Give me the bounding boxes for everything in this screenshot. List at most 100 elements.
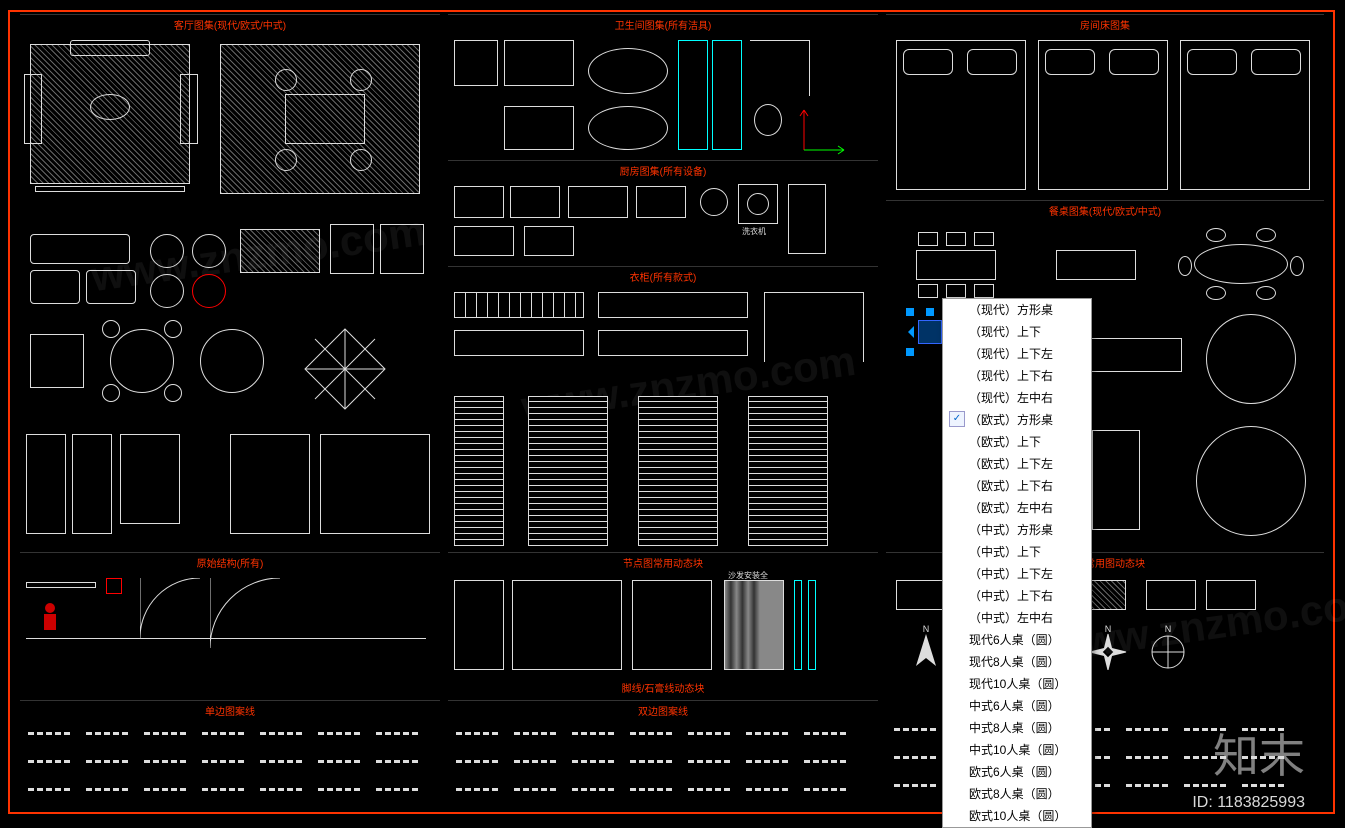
sideboard[interactable]	[240, 229, 320, 273]
sink-double[interactable]	[568, 186, 628, 218]
dining-chair[interactable]	[275, 69, 297, 91]
staircase-wide[interactable]	[528, 396, 608, 546]
gym-bike[interactable]	[26, 434, 66, 534]
hatch-line-sample[interactable]	[1242, 728, 1286, 731]
door-arc-2[interactable]	[210, 578, 280, 653]
side-cabinet[interactable]	[230, 434, 310, 534]
hatch-line-sample[interactable]	[260, 732, 304, 735]
chair[interactable]	[164, 320, 182, 338]
hatch-line-sample[interactable]	[688, 760, 732, 763]
dining-rect-6[interactable]	[896, 230, 1016, 300]
hatch-line-sample[interactable]	[1126, 728, 1170, 731]
hatch-line-sample[interactable]	[1184, 756, 1228, 759]
context-menu-item[interactable]: 欧式8人桌（圆）	[943, 783, 1091, 805]
context-menu-item[interactable]: （欧式）左中右	[943, 497, 1091, 519]
dining-round-10[interactable]	[1196, 426, 1306, 536]
hatch-line-sample[interactable]	[894, 784, 938, 787]
hatch-line-sample[interactable]	[746, 760, 790, 763]
bath-ucs-icon[interactable]	[798, 100, 854, 156]
context-menu[interactable]: （现代）方形桌（现代）上下（现代）上下左（现代）上下右（现代）左中右（欧式）方形…	[942, 298, 1092, 828]
hatch-line-sample[interactable]	[514, 788, 558, 791]
hatch-line-sample[interactable]	[746, 788, 790, 791]
armchair[interactable]	[86, 270, 136, 304]
toilet[interactable]	[754, 104, 782, 136]
hatch-line-sample[interactable]	[572, 732, 616, 735]
context-menu-item[interactable]: 欧式10人桌（圆）	[943, 805, 1091, 827]
lounge-chair-highlight[interactable]	[192, 274, 226, 308]
hatch-line-sample[interactable]	[456, 732, 500, 735]
person-icon[interactable]	[40, 602, 60, 632]
patio-umbrella[interactable]	[300, 324, 390, 414]
vanity-single[interactable]	[454, 40, 498, 86]
context-menu-item[interactable]: 中式8人桌（圆）	[943, 717, 1091, 739]
microwave[interactable]	[454, 226, 514, 256]
hatch-line-sample[interactable]	[894, 756, 938, 759]
hatch-line-sample[interactable]	[630, 788, 674, 791]
sofa-top[interactable]	[70, 40, 150, 56]
staircase[interactable]	[454, 396, 504, 546]
bed-king-2[interactable]	[1038, 40, 1168, 190]
corner-shower[interactable]	[750, 40, 810, 96]
hatch-line-sample[interactable]	[202, 788, 246, 791]
lounge-chair[interactable]	[150, 234, 184, 268]
sofa-3seat[interactable]	[30, 234, 130, 264]
context-menu-item[interactable]: 现代8人桌（圆）	[943, 651, 1091, 673]
wardrobe-elev[interactable]	[454, 292, 584, 318]
hatch-line-sample[interactable]	[260, 788, 304, 791]
context-menu-item[interactable]: （现代）上下右	[943, 365, 1091, 387]
hatch-line-sample[interactable]	[86, 788, 130, 791]
shower-glass[interactable]	[678, 40, 708, 150]
compass-icon[interactable]: N	[906, 622, 946, 670]
hatch-line-sample[interactable]	[86, 760, 130, 763]
staircase-wide[interactable]	[748, 396, 828, 546]
hatch-line-sample[interactable]	[572, 788, 616, 791]
hatch-line-sample[interactable]	[1242, 784, 1286, 787]
hatch-line-sample[interactable]	[318, 760, 362, 763]
hatch-line-sample[interactable]	[1126, 784, 1170, 787]
coffee-table-ellipse[interactable]	[90, 94, 130, 120]
staircase-wide[interactable]	[638, 396, 718, 546]
hatch-line-sample[interactable]	[1126, 756, 1170, 759]
round-sink[interactable]	[700, 188, 728, 216]
hatch-line-sample[interactable]	[202, 732, 246, 735]
section-detail[interactable]	[454, 580, 504, 670]
compass-icon[interactable]: N	[1146, 622, 1190, 670]
hatch-line-sample[interactable]	[804, 760, 848, 763]
dining-chair[interactable]	[350, 149, 372, 171]
chair[interactable]	[164, 384, 182, 402]
context-menu-item[interactable]: （现代）上下	[943, 321, 1091, 343]
context-menu-item[interactable]: （中式）上下	[943, 541, 1091, 563]
baseline[interactable]	[26, 638, 426, 639]
vanity[interactable]	[504, 106, 574, 150]
dining-table-rect[interactable]	[285, 94, 365, 144]
hatch-line-sample[interactable]	[260, 760, 304, 763]
wall-sample[interactable]	[26, 582, 96, 588]
hatch-line-sample[interactable]	[376, 732, 420, 735]
armchair-classic[interactable]	[330, 224, 374, 274]
hatch-line-sample[interactable]	[688, 732, 732, 735]
treadmill[interactable]	[72, 434, 112, 534]
hatch-line-sample[interactable]	[894, 728, 938, 731]
hatch-line-sample[interactable]	[514, 732, 558, 735]
bed-king[interactable]	[896, 40, 1026, 190]
hatch-line-sample[interactable]	[456, 760, 500, 763]
context-menu-item[interactable]: 中式6人桌（圆）	[943, 695, 1091, 717]
hatch-line-sample[interactable]	[572, 760, 616, 763]
column[interactable]	[106, 578, 122, 594]
dining-oval-6[interactable]	[1176, 226, 1306, 302]
section-cut-cyan[interactable]	[808, 580, 816, 670]
bed-king-3[interactable]	[1180, 40, 1310, 190]
ac-unit[interactable]	[1206, 580, 1256, 610]
hatch-line-sample[interactable]	[28, 788, 72, 791]
context-menu-item[interactable]: （中式）左中右	[943, 607, 1091, 629]
hatch-line-sample[interactable]	[144, 760, 188, 763]
context-menu-item[interactable]: （中式）上下右	[943, 585, 1091, 607]
bathtub-oval-2[interactable]	[588, 106, 668, 150]
hatch-line-sample[interactable]	[456, 788, 500, 791]
wardrobe-plan[interactable]	[454, 330, 584, 356]
hatch-line-sample[interactable]	[28, 760, 72, 763]
context-menu-item[interactable]: （现代）方形桌	[943, 299, 1091, 321]
dining-rect-6b[interactable]	[1036, 230, 1156, 300]
curtain-block[interactable]	[724, 580, 784, 670]
ceiling-detail[interactable]	[632, 580, 712, 670]
